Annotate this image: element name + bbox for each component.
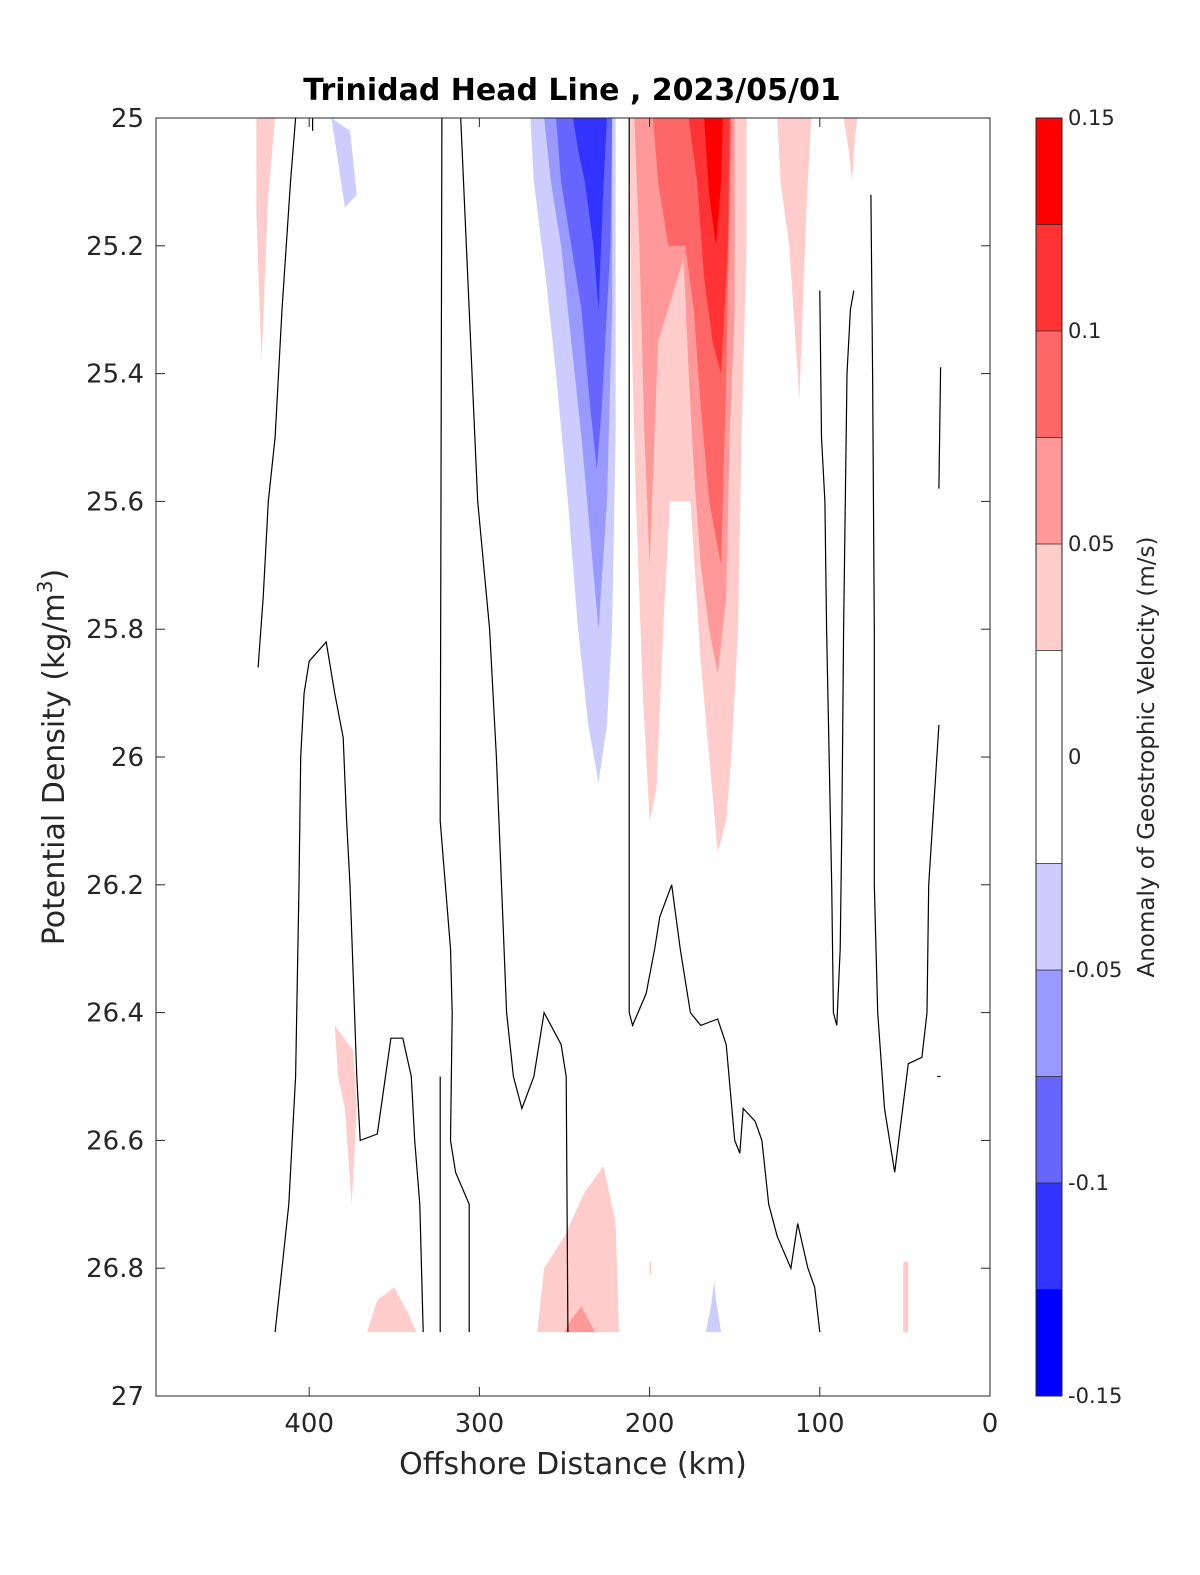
zero-contour-4: [439, 118, 470, 1333]
colorbar-levels: [1036, 118, 1062, 1396]
contour-region-20: [564, 1306, 596, 1333]
contour-region-13: [704, 118, 723, 246]
x-axis-label: Offshore Distance (km): [399, 1447, 747, 1482]
colorbar-tick-label-6: -0.15: [1068, 1384, 1122, 1408]
colorbar-level-4: [1036, 437, 1062, 544]
x-tick-label-200: 200: [625, 1409, 675, 1439]
y-tick-label-25.6: 25.6: [86, 487, 144, 517]
filled-contour-regions: [256, 118, 922, 1333]
colorbar-frame: [1035, 117, 1063, 1397]
contour-region-22: [705, 1281, 722, 1333]
zero-contour-9: [870, 194, 940, 1173]
x-tick-label-100: 100: [795, 1409, 845, 1439]
contour-region-1: [256, 118, 276, 361]
colorbar-tick-label-2: 0.05: [1068, 532, 1115, 556]
contour-region-25: [649, 1261, 652, 1275]
zero-contour-6: [460, 118, 569, 1333]
zero-contour-10: [938, 367, 942, 489]
contour-region-24: [903, 1261, 909, 1333]
x-tick-label-0: 0: [982, 1409, 999, 1439]
colorbar-level-1: [1036, 118, 1062, 225]
y-tick-label-27: 27: [111, 1382, 144, 1412]
colorbar-tick-label-1: 0.1: [1068, 319, 1101, 343]
y-axis-label: Potential Density (kg/m3): [33, 569, 72, 945]
colorbar: 0.15 0.1 0.05 0 -0.05 -0.1 -0.15: [1035, 106, 1122, 1408]
colorbar-level-3: [1036, 331, 1062, 438]
colorbar-level-10: [1036, 1183, 1062, 1290]
contour-region-21: [687, 1140, 744, 1333]
y-axis-label-close: ): [37, 569, 72, 581]
y-axis-label-superscript: 3: [33, 580, 57, 593]
colorbar-ticks: 0.15 0.1 0.05 0 -0.05 -0.1 -0.15: [1068, 106, 1122, 1408]
plot-area: 400 300 200 100 0 25 25.2 25.4 25.6 25.8 26 26.2 26…: [86, 104, 998, 1439]
y-tick-label-26.2: 26.2: [86, 871, 144, 901]
colorbar-tick-label-3: 0: [1068, 745, 1081, 769]
y-tick-label-26: 26: [111, 743, 144, 773]
contour-region-17: [334, 1025, 357, 1205]
x-tick-label-400: 400: [284, 1409, 334, 1439]
y-tick-label-25.4: 25.4: [86, 360, 144, 390]
zero-contour-lines: [257, 118, 942, 1333]
colorbar-level-9: [1036, 1076, 1062, 1183]
contour-region-23: [784, 1319, 803, 1333]
colorbar-label: Anomaly of Geostrophic Velocity (m/s): [1134, 537, 1160, 978]
zero-contour-3: [274, 640, 424, 1333]
x-tick-label-300: 300: [455, 1409, 505, 1439]
colorbar-tick-label-4: -0.05: [1068, 958, 1122, 982]
colorbar-level-2: [1036, 224, 1062, 331]
y-axis: 25 25.2 25.4 25.6 25.8 26 26.2 26.4 26.6 26.8 27: [86, 104, 990, 1412]
y-axis-label-main: Potential Density (kg/m: [37, 593, 72, 945]
contour-region-18: [367, 1287, 417, 1333]
zero-contour-8: [819, 290, 855, 1026]
colorbar-level-7: [1036, 863, 1062, 970]
colorbar-level-8: [1036, 970, 1062, 1077]
y-tick-label-26.4: 26.4: [86, 999, 144, 1029]
y-tick-label-26.8: 26.8: [86, 1254, 144, 1284]
y-tick-label-25.2: 25.2: [86, 232, 144, 262]
contour-region-2: [326, 118, 420, 617]
y-tick-label-25: 25: [111, 104, 144, 134]
contour-region-16: [884, 233, 922, 770]
colorbar-level-5: [1036, 544, 1062, 651]
zero-contour-1: [257, 118, 297, 668]
x-axis: 400 300 200 100 0: [284, 118, 998, 1439]
contour-region-19: [537, 1166, 619, 1333]
colorbar-tick-label-5: -0.1: [1068, 1171, 1109, 1195]
y-tick-label-25.8: 25.8: [86, 615, 144, 645]
y-tick-label-26.6: 26.6: [86, 1126, 144, 1156]
contour-region-8: [573, 118, 607, 310]
contour-region-15: [843, 118, 858, 182]
contour-region-14: [777, 118, 812, 400]
colorbar-level-11: [1036, 1289, 1062, 1396]
contour-region-3: [331, 118, 357, 208]
colorbar-level-6: [1036, 650, 1062, 864]
zero-contour-7: [628, 118, 821, 1333]
colorbar-tick-label-0: 0.15: [1068, 106, 1115, 130]
chart-title: Trinidad Head Line , 2023/05/01: [303, 73, 840, 108]
